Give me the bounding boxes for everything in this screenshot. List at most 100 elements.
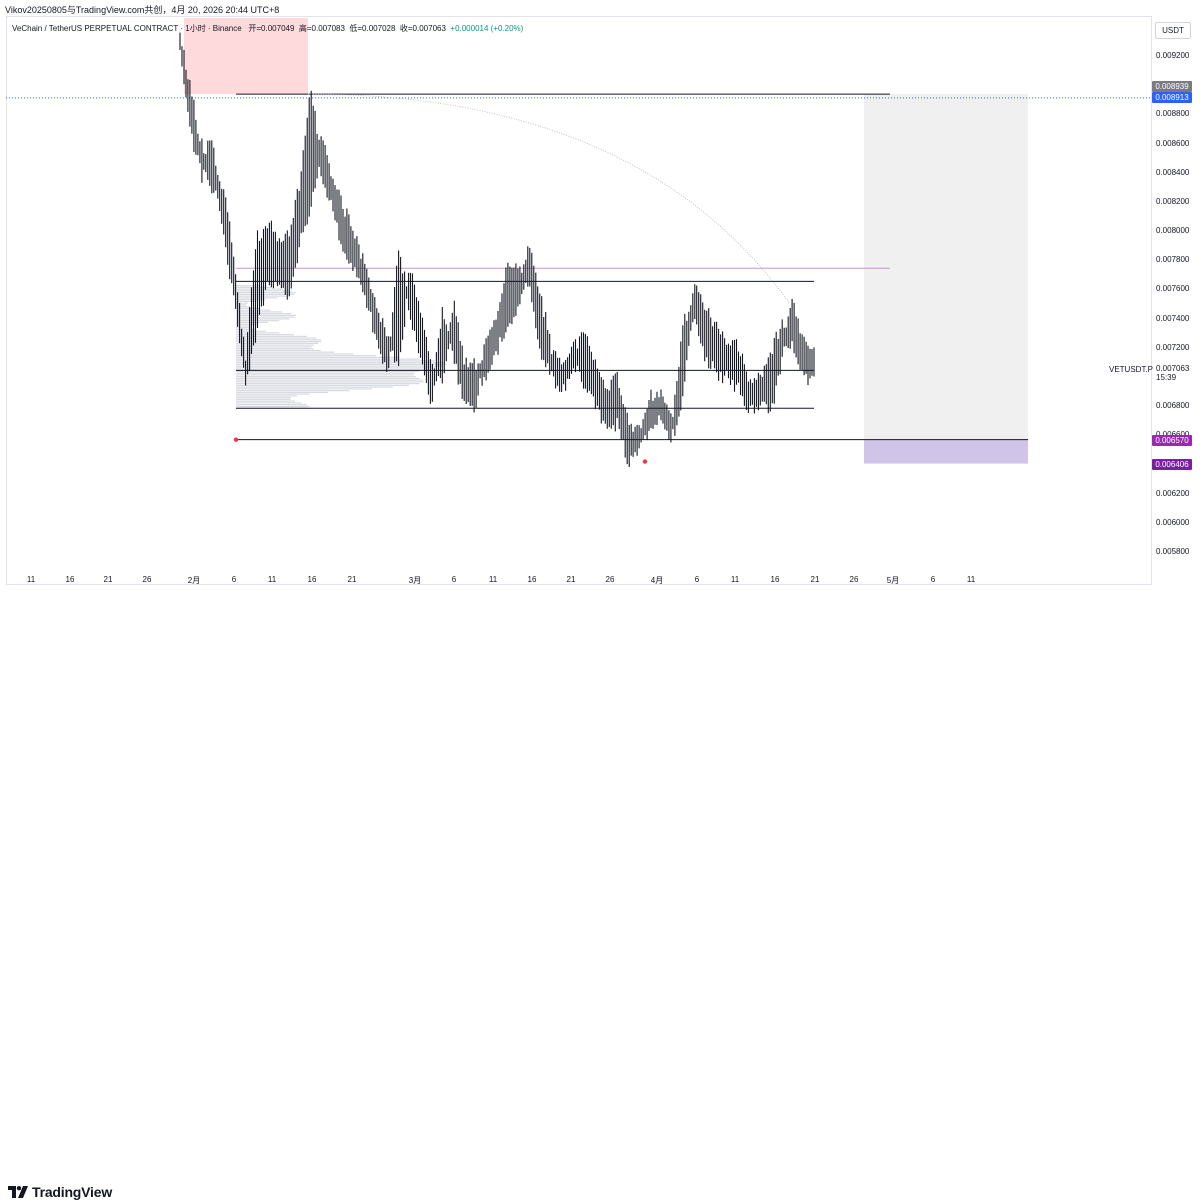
volume-profile-bar	[236, 400, 295, 402]
volume-profile	[236, 285, 447, 409]
time-tick: 11	[730, 575, 740, 584]
volume-profile-bar	[236, 353, 354, 355]
price-tick: 0.008600	[1156, 138, 1190, 148]
volume-profile-bar	[236, 318, 290, 320]
time-tick: 4月	[650, 576, 664, 585]
chart-plot[interactable]	[0, 0, 1200, 627]
volume-profile-bar	[236, 395, 297, 397]
volume-profile-bar	[236, 327, 251, 329]
projection-zone	[864, 94, 1028, 440]
symbol-axis-label: VETUSDT.P	[1109, 365, 1154, 374]
time-tick: 3月	[408, 576, 422, 585]
price-tick: 0.006000	[1156, 517, 1190, 527]
volume-profile-bar	[236, 386, 393, 388]
price-axis[interactable]	[1151, 16, 1194, 585]
volume-profile-bar	[236, 351, 335, 353]
price-tick: 0.007400	[1156, 313, 1190, 323]
volume-profile-bar	[236, 358, 420, 360]
volume-profile-bar	[236, 307, 259, 309]
footer: TradingView	[0, 585, 1200, 1200]
volume-profile-bar	[236, 372, 415, 374]
price-tick: 0.007200	[1156, 342, 1190, 352]
tradingview-logo[interactable]: TradingView	[8, 1184, 112, 1200]
volume-profile-bar	[236, 297, 278, 299]
volume-profile-bar	[236, 285, 260, 287]
volume-profile-bar	[236, 379, 424, 381]
time-tick: 11	[26, 575, 36, 584]
volume-profile-bar	[236, 397, 291, 399]
price-tick: 0.008200	[1156, 196, 1190, 206]
volume-profile-bar	[236, 376, 416, 378]
volume-profile-bar	[236, 393, 310, 395]
volume-profile-bar	[236, 300, 255, 302]
time-tick: 21	[810, 575, 820, 584]
legend-open: 开=0.007049	[248, 24, 295, 33]
volume-profile-bar	[236, 339, 322, 341]
legend-change: +0.000014 (+0.20%)	[450, 24, 524, 33]
volume-profile-bar	[236, 316, 296, 318]
bar-countdown: 15:39	[1156, 373, 1177, 382]
volume-profile-bar	[236, 356, 399, 359]
time-tick: 16	[307, 575, 317, 584]
volume-profile-bar	[236, 299, 266, 301]
price-tick: 0.008000	[1156, 226, 1190, 236]
volume-profile-bar	[236, 302, 248, 304]
volume-profile-bar	[236, 383, 420, 385]
volume-profile-bar	[236, 377, 420, 380]
candles-layer	[179, 32, 815, 467]
currency-button[interactable]: USDT	[1155, 22, 1191, 39]
time-axis[interactable]	[6, 569, 1151, 585]
volume-profile-bar	[236, 342, 319, 345]
volume-profile-bar	[236, 328, 256, 330]
volume-profile-bar	[236, 374, 414, 376]
time-tick: 5月	[886, 576, 900, 585]
volume-profile-bar	[236, 335, 308, 338]
price-tick: 0.006600	[1156, 430, 1189, 439]
time-tick: 16	[65, 575, 75, 584]
volume-profile-bar	[236, 323, 258, 325]
price-candles	[179, 32, 815, 467]
price-tag: 0.006406	[1152, 459, 1192, 470]
volume-profile-bar	[236, 365, 443, 367]
legend-close: 收=0.007063	[399, 24, 446, 33]
tradingview-logo-icon	[8, 1186, 28, 1198]
price-tag: 0.006570	[1152, 435, 1192, 446]
volume-profile-bar	[236, 306, 251, 308]
markers-layer	[233, 437, 648, 464]
levels-layer	[6, 93, 1151, 441]
symbol-legend[interactable]: VeChain / TetherUS PERPETUAL CONTRACT · …	[12, 23, 523, 34]
price-tick: 0.008400	[1156, 167, 1190, 177]
time-tick: 26	[142, 575, 152, 584]
volume-profile-bar	[236, 313, 292, 315]
volume-profile-bar	[236, 314, 297, 316]
volume-profile-bar	[236, 355, 376, 357]
volume-profile-bar	[236, 381, 424, 383]
volume-profile-bar	[236, 337, 317, 339]
volume-profile-bar	[236, 344, 314, 346]
volume-profile-bar	[236, 330, 266, 332]
volume-profile-bar	[236, 341, 322, 343]
volume-profile-bar	[236, 367, 436, 369]
price-tick: 0.007800	[1156, 255, 1190, 265]
volume-profile-bar	[236, 348, 314, 350]
last-price-value: 0.007063	[1156, 364, 1190, 373]
time-tick: 26	[849, 575, 859, 584]
volume-profile-bar	[236, 405, 310, 408]
volume-profile-bar	[236, 332, 280, 334]
swing-low-marker	[642, 459, 648, 464]
volume-profile-bar	[236, 388, 373, 390]
time-tick: 6	[451, 575, 457, 584]
volume-profile-bar	[236, 325, 252, 327]
volume-profile-bar	[236, 398, 291, 401]
time-tick: 16	[527, 575, 537, 584]
legend-symbol: VeChain / TetherUS PERPETUAL CONTRACT · …	[12, 24, 242, 33]
time-tick: 6	[231, 575, 237, 584]
volume-profile-bar	[236, 363, 447, 366]
arc-guide	[307, 93, 791, 305]
volume-profile-bar	[236, 384, 409, 387]
swing-low-marker	[233, 437, 239, 442]
time-tick: 21	[103, 575, 113, 584]
volume-profile-bar	[236, 362, 444, 364]
time-tick: 16	[770, 575, 780, 584]
